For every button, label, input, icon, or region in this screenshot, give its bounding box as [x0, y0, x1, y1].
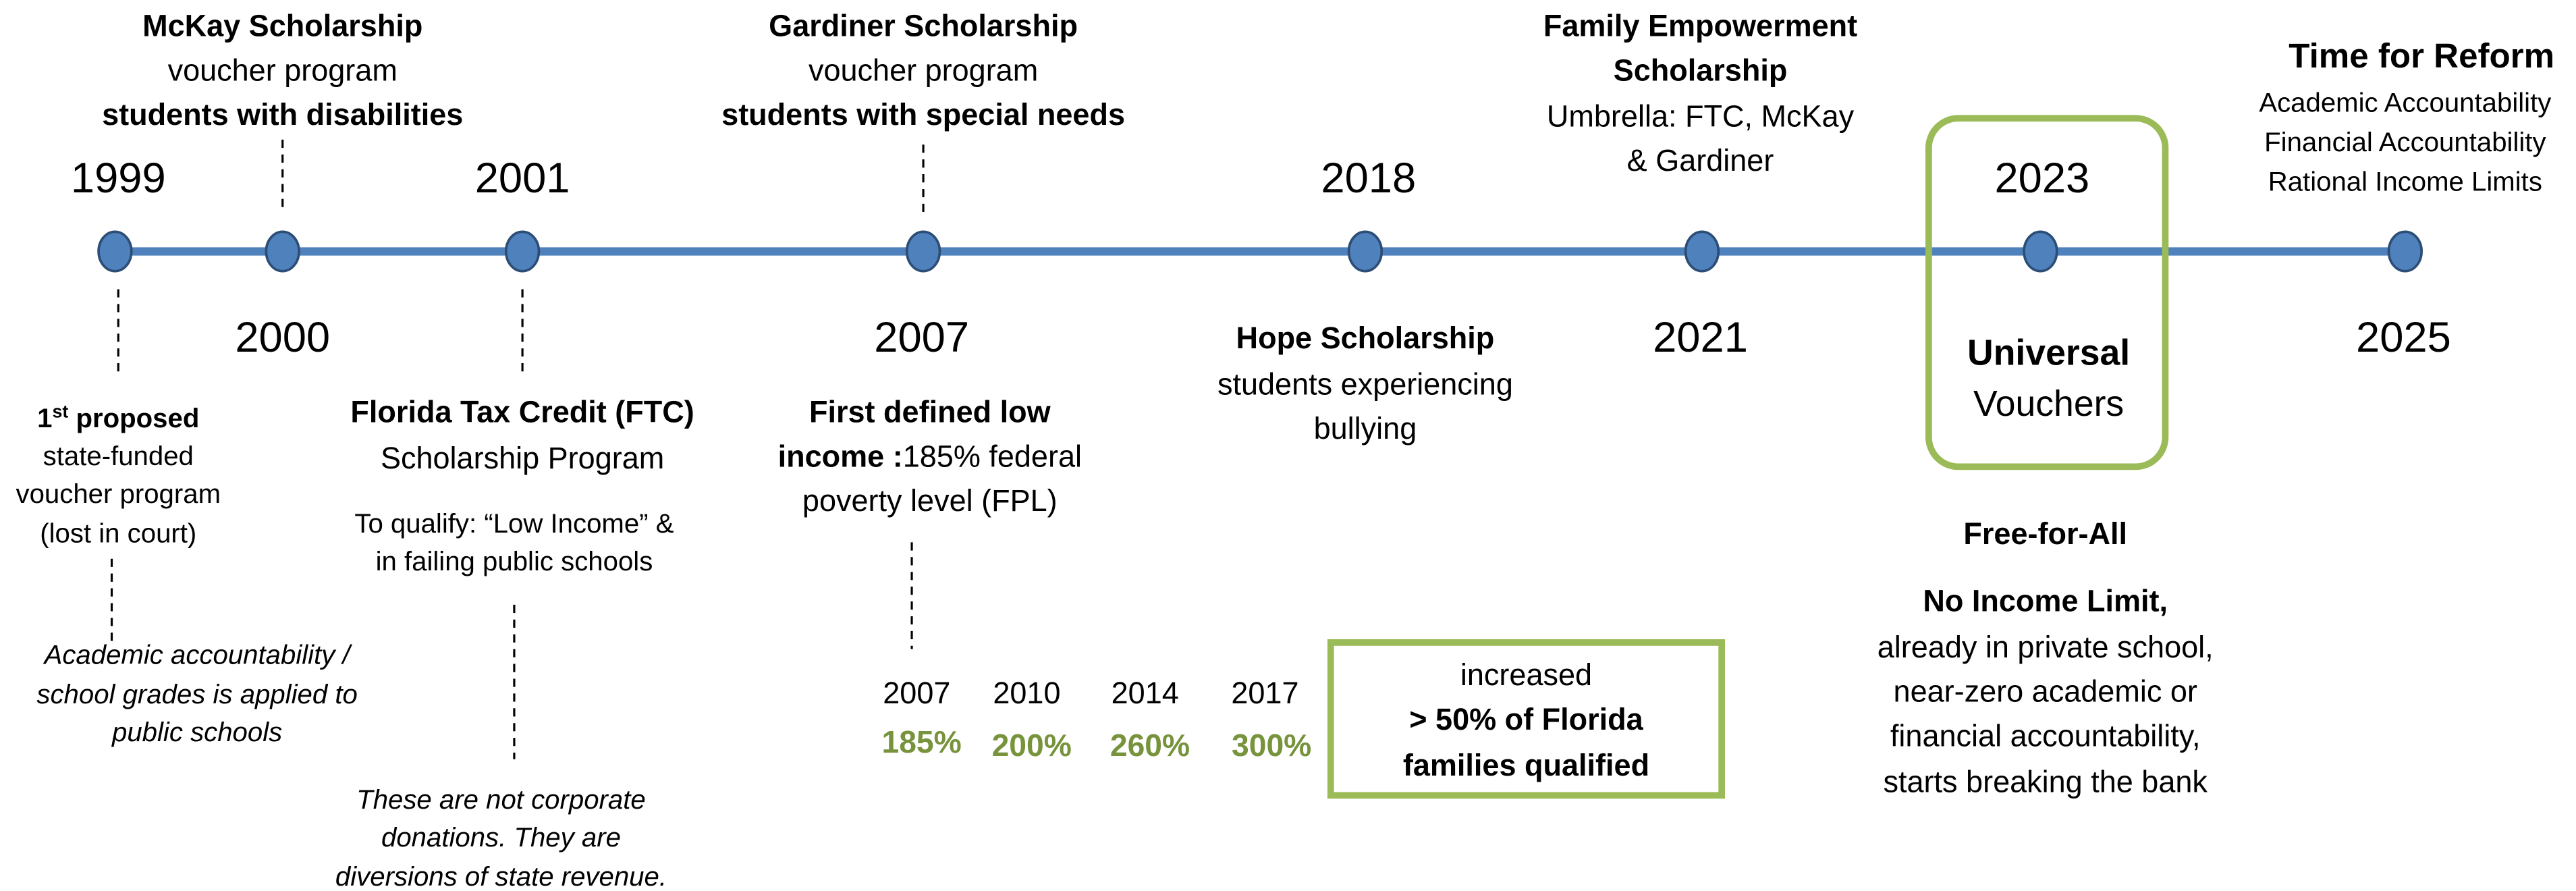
fpl-level: 200%	[992, 728, 1072, 763]
event-text: Rational Income Limits	[2268, 166, 2542, 196]
event-text: in failing public schools	[376, 546, 653, 576]
event-text: & Gardiner	[1627, 143, 1774, 178]
year: 1999	[71, 155, 166, 202]
year: 2000	[235, 314, 330, 361]
note: donations. They are	[381, 822, 621, 853]
event-text: near-zero academic or	[1894, 674, 2197, 709]
event-text: (lost in court)	[40, 518, 196, 548]
event-text: Vouchers	[1973, 384, 2124, 424]
event-text: To qualify: “Low Income” &	[354, 508, 674, 539]
event-title: First defined low	[809, 395, 1051, 429]
event-text: voucher program	[16, 479, 221, 509]
event-text: Financial Accountability	[2264, 127, 2546, 157]
fpl-level: 185%	[882, 724, 962, 759]
box-text: > 50% of Florida	[1409, 702, 1643, 736]
event-text: Scholarship Program	[381, 441, 664, 475]
fpl-level: 260%	[1110, 728, 1190, 763]
event-text: income :185% federal	[778, 439, 1082, 473]
fpl-level: 300%	[1232, 728, 1311, 763]
event-title: McKay Scholarship	[142, 9, 422, 43]
event-title: Florida Tax Credit (FTC)	[350, 395, 694, 429]
note: These are not corporate	[356, 784, 646, 815]
event-text: poverty level (FPL)	[802, 483, 1058, 518]
fpl-year: 2017	[1231, 676, 1298, 710]
event-text: students with disabilities	[102, 97, 463, 132]
year: 2007	[874, 314, 969, 361]
increased-box	[1327, 639, 1726, 799]
box-text: families qualified	[1403, 748, 1649, 782]
event-text: No Income Limit,	[1923, 584, 2168, 618]
year: 2023	[1994, 155, 2089, 202]
event-text: voucher program	[168, 53, 398, 87]
dashes	[110, 139, 925, 759]
event-title: Gardiner Scholarship	[769, 9, 1078, 43]
note: school grades is applied to	[36, 679, 357, 709]
year: 2001	[475, 155, 570, 202]
event-title: Family Empowerment	[1543, 9, 1857, 43]
fpl-year: 2010	[993, 676, 1060, 710]
event-text: financial accountability,	[1890, 718, 2201, 753]
event-title: Free-for-All	[1963, 516, 2127, 551]
event-text: starts breaking the bank	[1884, 764, 2208, 799]
note: diversions of state revenue.	[335, 861, 667, 891]
fpl-year: 2007	[883, 676, 950, 710]
dots	[97, 230, 2423, 273]
year: 2025	[2356, 314, 2451, 361]
event-text: already in private school,	[1878, 630, 2214, 664]
event-title: Universal	[1967, 333, 2130, 373]
fpl-year: 2014	[1112, 676, 1179, 710]
event-text: students experiencing	[1217, 367, 1513, 401]
note: Academic accountability /	[43, 640, 353, 670]
event-text: bullying	[1314, 411, 1417, 446]
event-text: state-funded	[43, 441, 194, 471]
event-title: Hope Scholarship	[1236, 321, 1495, 355]
event-text: Umbrella: FTC, McKay	[1547, 99, 1855, 133]
event-title: 1st proposed	[37, 401, 199, 433]
note: public schools	[111, 717, 282, 747]
year: 2021	[1653, 314, 1748, 361]
box-text: increased	[1460, 657, 1592, 692]
event-text: students with special needs	[721, 97, 1125, 132]
event-title: Time for Reform	[2289, 36, 2554, 75]
universal-box	[1925, 115, 2169, 470]
year: 2018	[1321, 155, 1416, 202]
event-text: Academic Accountability	[2259, 88, 2551, 118]
event-title: Scholarship	[1614, 53, 1788, 87]
event-text: voucher program	[809, 53, 1038, 87]
